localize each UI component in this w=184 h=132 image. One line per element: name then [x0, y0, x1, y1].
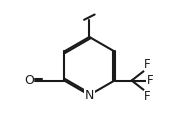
Text: N: N	[85, 89, 94, 102]
Text: F: F	[144, 58, 151, 71]
Text: F: F	[144, 90, 151, 103]
Text: F: F	[147, 74, 153, 87]
Text: O: O	[24, 74, 34, 87]
